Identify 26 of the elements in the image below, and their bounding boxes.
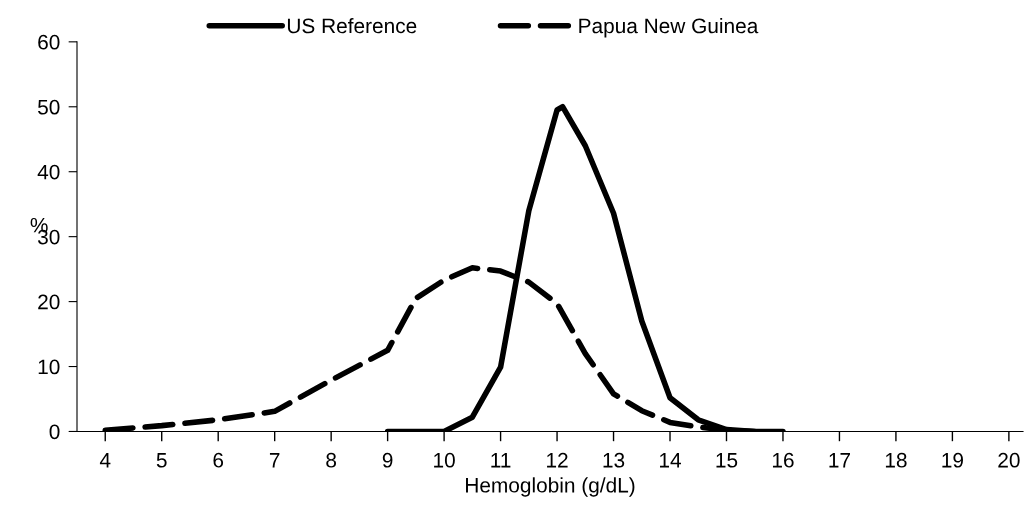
x-tick-label: 6 — [213, 452, 224, 468]
x-tick-label: 17 — [829, 453, 850, 468]
x-tick-label: 4 — [99, 453, 111, 468]
y-tick-label: 60 — [38, 34, 60, 50]
x-tick-label: 18 — [885, 452, 907, 468]
x-tick-label: 15 — [716, 453, 738, 468]
x-tick-label: 13 — [603, 452, 625, 468]
y-tick-label: 10 — [38, 359, 60, 375]
x-tick-label: 9 — [382, 452, 393, 468]
x-tick-label: 8 — [326, 452, 337, 468]
x-tick-label: 14 — [660, 453, 681, 468]
x-tick-label: 10 — [434, 452, 455, 468]
x-tick-label: 16 — [772, 452, 794, 468]
y-tick-label: 20 — [38, 294, 60, 310]
x-tick-label: 11 — [491, 453, 511, 468]
y-tick-label: 50 — [38, 99, 60, 115]
y-tick-label: 0 — [49, 424, 60, 440]
x-tick-label: 20 — [998, 452, 1020, 468]
x-axis-title: Hemoglobin (g/dL) — [466, 477, 635, 497]
y-tick-label: 40 — [37, 164, 60, 180]
x-tick-label: 7 — [269, 453, 280, 468]
legend-label: Papua New Guinea — [579, 17, 759, 38]
x-tick-label: 19 — [942, 452, 963, 468]
x-tick-label: 12 — [547, 452, 568, 468]
x-tick-label: 5 — [156, 453, 167, 468]
legend-label: US Reference — [287, 18, 417, 34]
